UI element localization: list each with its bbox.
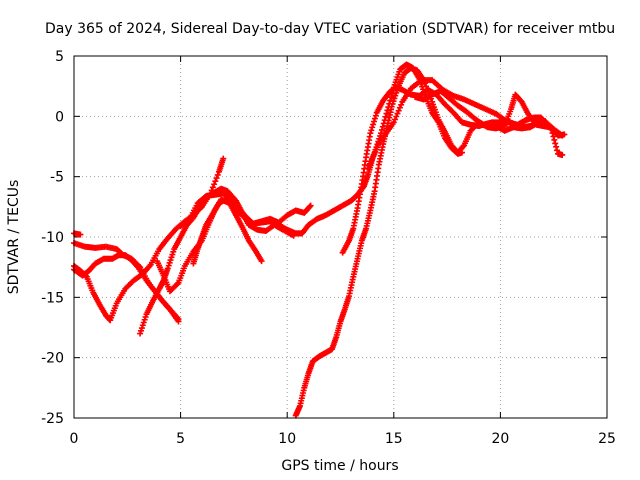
- y-tick-label: -10: [41, 230, 64, 246]
- data-point: [460, 143, 467, 150]
- x-tick-label: 25: [598, 431, 616, 447]
- data-series: [412, 87, 553, 129]
- data-point: [552, 140, 559, 147]
- data-point: [548, 126, 555, 133]
- data-point: [371, 115, 378, 122]
- data-point: [550, 133, 557, 140]
- x-tick-label: 15: [385, 431, 403, 447]
- data-point: [367, 130, 374, 137]
- data-point: [378, 126, 385, 133]
- data-point: [385, 104, 392, 111]
- data-point: [214, 171, 221, 178]
- data-point: [211, 181, 218, 188]
- data-point: [551, 136, 558, 143]
- data-point: [379, 123, 386, 130]
- y-tick-label: -5: [50, 170, 64, 186]
- data-point: [387, 97, 394, 104]
- data-point: [77, 231, 84, 238]
- x-tick-label: 0: [70, 431, 79, 447]
- x-axis-label: GPS time / hours: [281, 458, 398, 474]
- plot-frame: [73, 55, 608, 419]
- data-point: [546, 122, 553, 129]
- data-point: [306, 203, 313, 210]
- data-point: [420, 77, 427, 84]
- y-tick-label: 0: [55, 109, 64, 125]
- data-point: [382, 113, 389, 120]
- data-point: [388, 94, 395, 101]
- y-tick-label: 5: [55, 49, 64, 65]
- chart-title: Day 365 of 2024, Sidereal Day-to-day VTE…: [45, 21, 615, 37]
- data-point: [554, 147, 561, 154]
- data-point: [220, 155, 227, 162]
- data-point: [213, 175, 220, 182]
- data-point: [175, 316, 182, 323]
- data-point: [384, 107, 391, 114]
- data-point: [459, 149, 466, 156]
- x-tick-label: 20: [491, 431, 509, 447]
- data-point: [378, 130, 385, 137]
- y-tick-label: -25: [41, 411, 64, 427]
- data-point: [561, 131, 568, 138]
- data-point: [368, 127, 375, 134]
- data-point: [383, 110, 390, 117]
- y-tick-label: -15: [41, 290, 64, 306]
- x-tick-label: 5: [176, 431, 185, 447]
- plot-area: [71, 61, 568, 419]
- data-point: [370, 121, 377, 128]
- x-tick-label: 10: [278, 431, 296, 447]
- data-point: [559, 151, 566, 158]
- data-point: [209, 184, 216, 191]
- data-point: [369, 124, 376, 131]
- data-point: [549, 130, 556, 137]
- data-point: [371, 118, 378, 125]
- data-point: [388, 90, 395, 97]
- data-point: [212, 178, 219, 185]
- data-point: [421, 80, 428, 87]
- data-point: [380, 120, 387, 127]
- y-tick-label: -20: [41, 351, 64, 367]
- data-point: [553, 143, 560, 150]
- data-point: [389, 87, 396, 94]
- y-axis-label: SDTVAR / TECUs: [6, 180, 22, 295]
- data-point: [381, 117, 388, 124]
- data-point: [258, 258, 265, 265]
- data-point: [386, 100, 393, 107]
- data-series: [365, 61, 466, 172]
- data-point: [307, 202, 314, 209]
- data-point: [372, 112, 379, 119]
